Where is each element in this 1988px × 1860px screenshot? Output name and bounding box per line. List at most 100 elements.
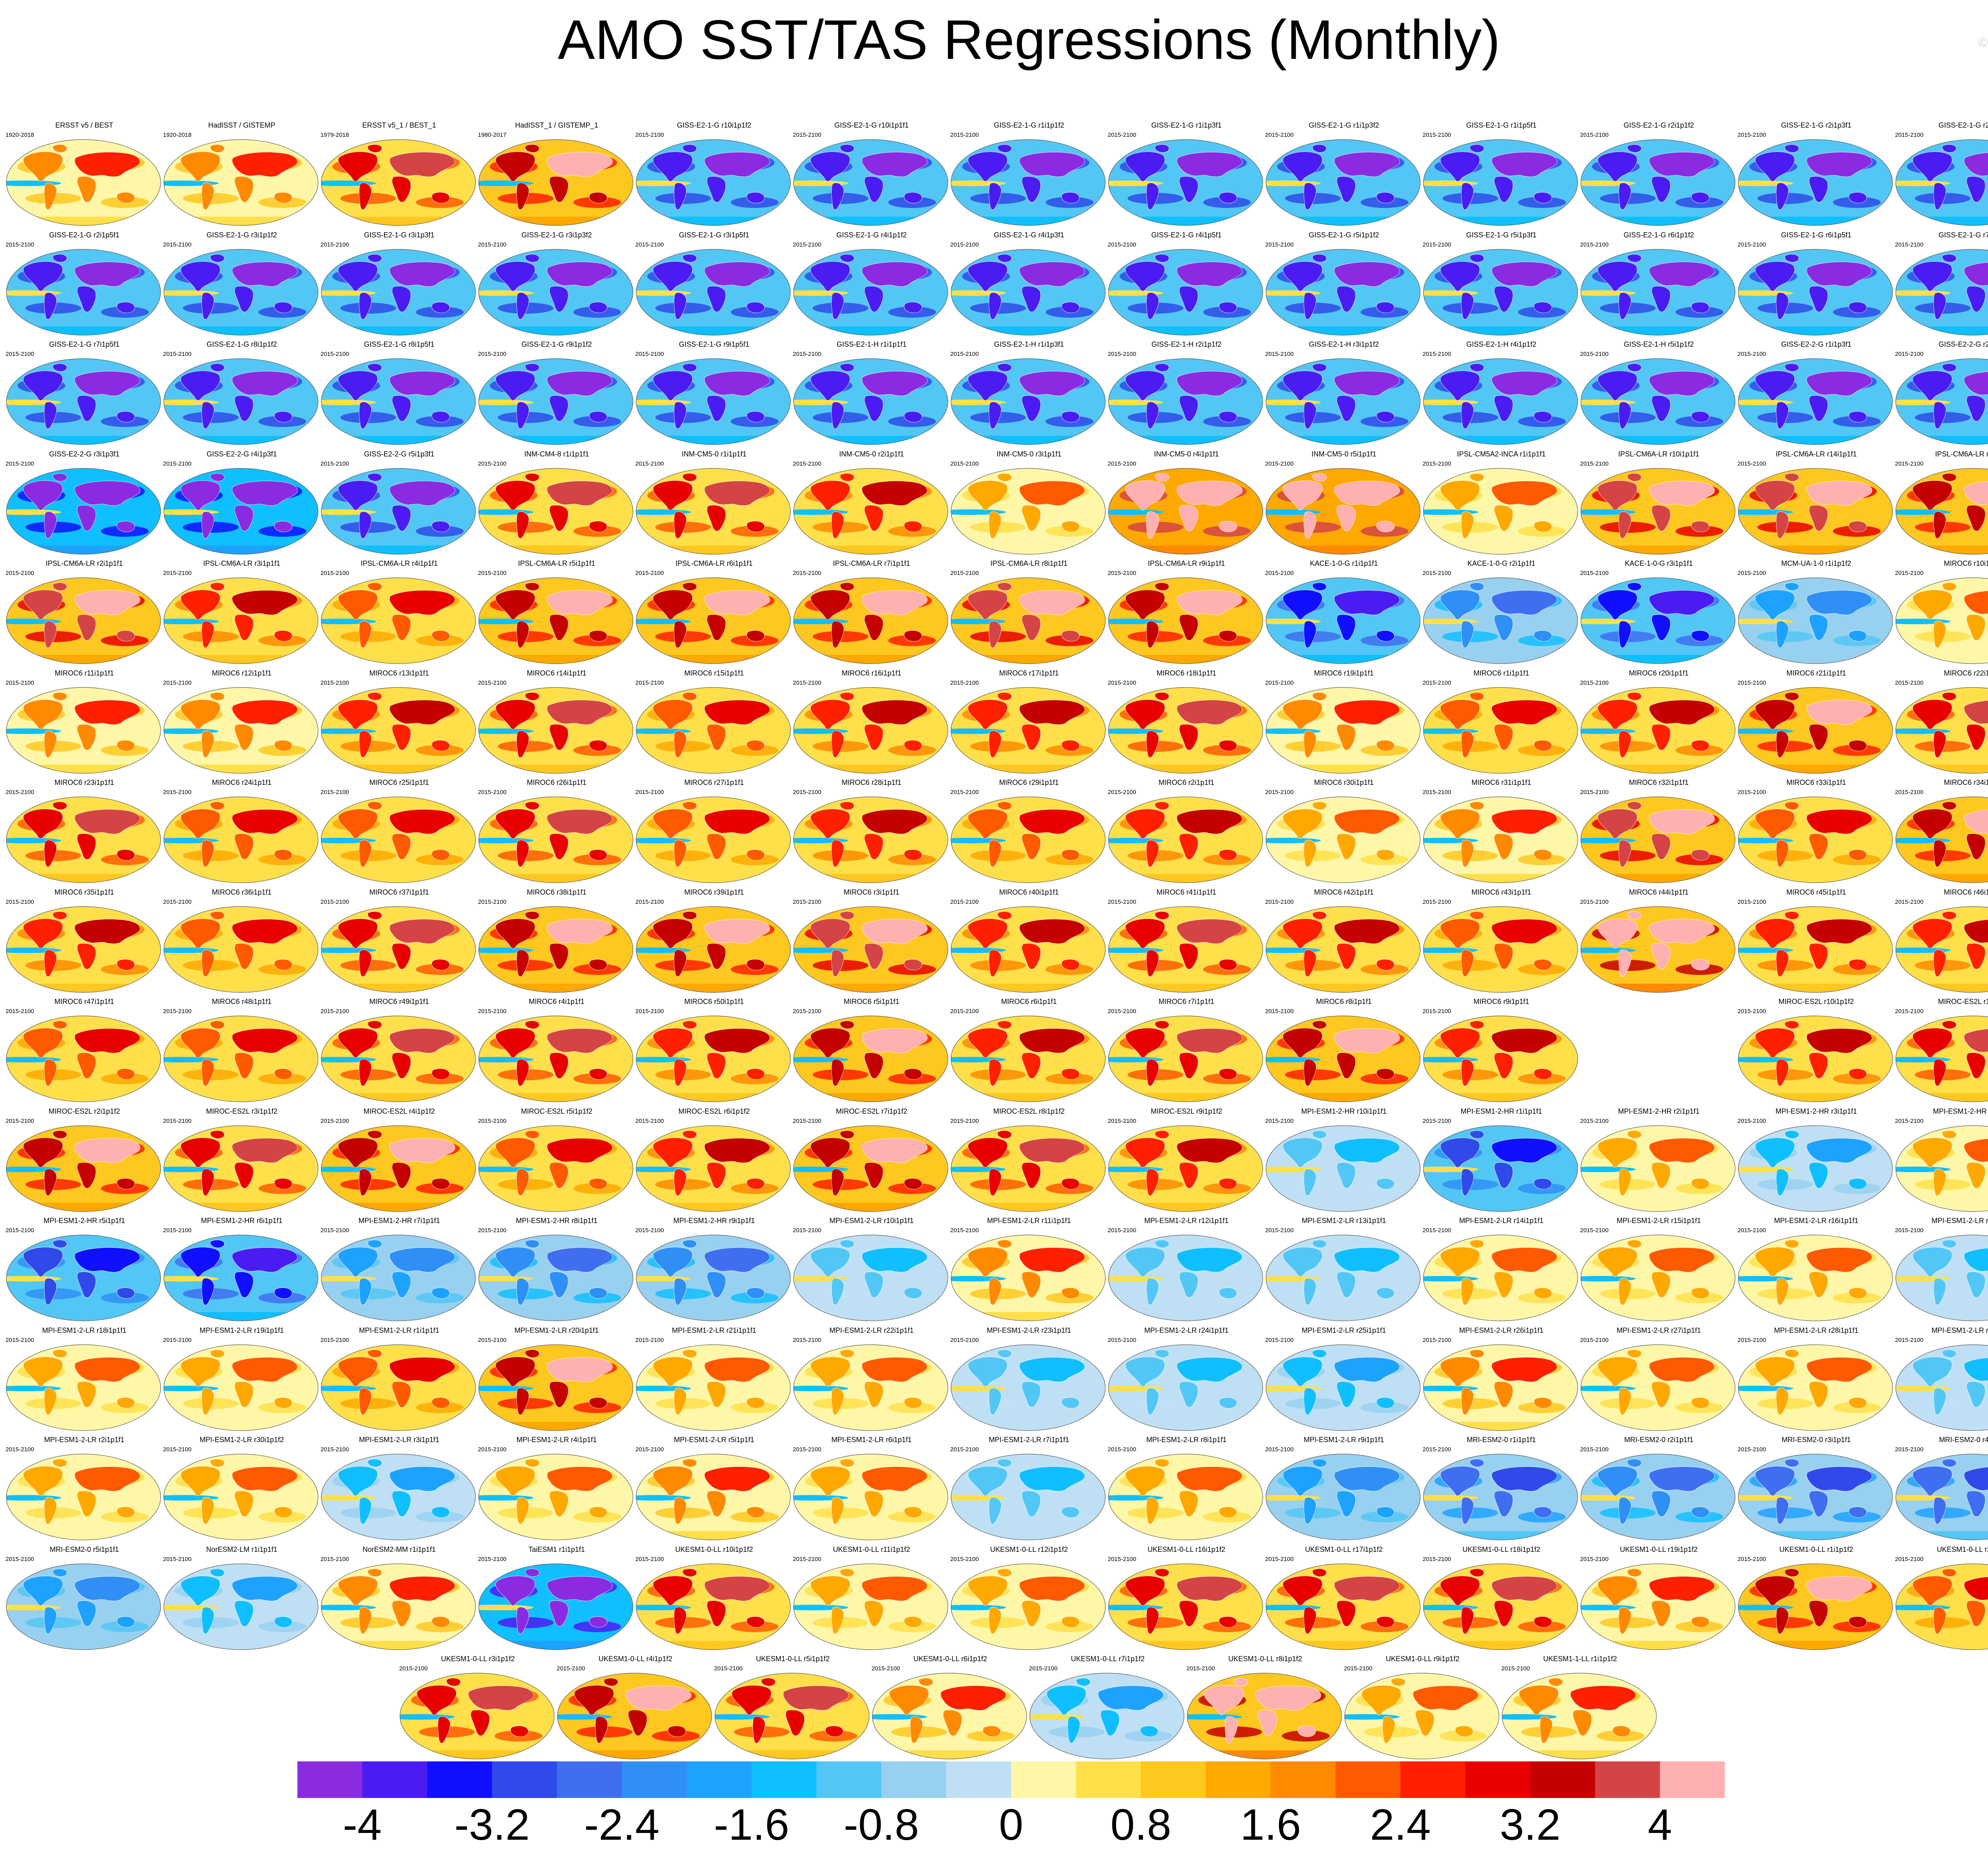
regression-map [1580, 796, 1736, 883]
map-panel: MIROC6 r19i1p1f1 2015-2100 [1265, 669, 1423, 777]
map-panel: UKESM1-0-LL r12i1p1f2 2015-2100 [950, 1545, 1108, 1654]
panel-title: GISS-E2-2-G r3i1p3f1 [49, 450, 120, 458]
map-panel: MPI-ESM1-2-LR r28i1p1f1 2015-2100 [1738, 1326, 1895, 1435]
regression-map [1108, 139, 1263, 226]
regression-map [1580, 1125, 1736, 1212]
map-panel: GISS-E2-1-H r2i1p1f2 2015-2100 [1108, 340, 1265, 448]
panel-title: MIROC6 r36i1p1f1 [212, 888, 272, 896]
panel-period: 2015-2100 [163, 351, 192, 357]
map-panel: GISS-E2-1-G r8i1p1f2 2015-2100 [163, 340, 320, 448]
regression-map [1266, 906, 1421, 993]
regression-map [6, 687, 161, 774]
panel-period: 2015-2100 [478, 1555, 507, 1563]
map-panel: GISS-E2-1-G r6i1p5f1 2015-2100 [1738, 231, 1895, 339]
panel-title: MIROC6 r47i1p1f1 [54, 998, 115, 1006]
regression-map [1738, 577, 1893, 664]
panel-title: MIROC6 r9i1p1f1 [1473, 998, 1530, 1006]
panel-title: MIROC6 r23i1p1f1 [54, 779, 115, 786]
panel-title: HadISST / GISTEMP [208, 121, 276, 129]
panel-period: 2015-2100 [635, 679, 664, 686]
panel-period: 2015-2100 [793, 1555, 821, 1563]
regression-map [1738, 906, 1893, 993]
regression-map [1895, 249, 1988, 336]
panel-period: 2015-2100 [635, 351, 664, 357]
panel-period: 2015-2100 [950, 570, 979, 577]
panel-title: GISS-E2-1-G r3i1p3f1 [364, 231, 435, 239]
map-panel: MPI-ESM1-2-HR r9i1p1f1 2015-2100 [635, 1217, 793, 1325]
panel-title: MPI-ESM1-2-LR r23i1p1f1 [986, 1326, 1072, 1334]
colorbar-swatch [1660, 1761, 1725, 1798]
regression-map [478, 1235, 633, 1321]
colorbar-tick-label: 1.6 [1240, 1800, 1301, 1849]
panel-period: 1980-2017 [478, 132, 507, 138]
panel-period: 2015-2100 [950, 351, 979, 357]
panel-title: GISS-E2-1-G r2i1p3f1 [1781, 121, 1852, 129]
panel-period: 2015-2100 [478, 1008, 507, 1015]
regression-map [636, 1015, 791, 1102]
map-panel: INM-CM5-0 r1i1p1f1 2015-2100 [635, 450, 793, 558]
panel-title: MIROC6 r37i1p1f1 [369, 888, 429, 896]
panel-period: 2015-2100 [1580, 1117, 1609, 1124]
panel-title: MPI-ESM1-2-LR r14i1p1f1 [1459, 1217, 1544, 1225]
panel-period: 2015-2100 [950, 898, 979, 905]
panel-period: 2015-2100 [950, 1446, 979, 1453]
map-panel: UKESM1-0-LL r16i1p1f2 2015-2100 [1108, 1545, 1265, 1654]
map-panel: MIROC6 r46i1p1f1 2015-2100 [1895, 888, 1988, 996]
regression-map [1423, 1344, 1578, 1431]
regression-map [1108, 1344, 1263, 1431]
panel-title: MIROC6 r10i1p1f1 [1943, 559, 1988, 567]
panel-title: GISS-E2-1-G r1i1p5f1 [1466, 121, 1537, 129]
map-panel: ERSST v5 / BEST 1920-2018 [6, 121, 163, 229]
map-panel: IPSL-CM6A-LR r8i1p1f1 2015-2100 [950, 559, 1108, 668]
regression-map [1266, 1454, 1421, 1540]
panel-period: 2015-2100 [399, 1665, 428, 1672]
panel-title: GISS-E2-1-G r2i1p3f1 [1938, 121, 1988, 129]
regression-map [636, 139, 791, 226]
panel-title: UKESM1-0-LL r6i1p1f2 [913, 1655, 987, 1663]
panel-title: MRI-ESM2-0 r1i1p1f1 [1466, 1436, 1536, 1444]
map-panel: MPI-ESM1-2-HR r4i1p1f1 2015-2100 [1895, 1107, 1988, 1215]
panel-period: 2015-2100 [714, 1665, 743, 1672]
panel-title: IPSL-CM6A-LR r1i1p1f1 [1935, 450, 1988, 458]
colorbar-swatch [492, 1761, 557, 1798]
map-panel: MIROC6 r44i1p1f1 2015-2100 [1580, 888, 1738, 996]
regression-map [1738, 1563, 1893, 1650]
panel-title: MIROC6 r33i1p1f1 [1786, 779, 1846, 786]
panel-title: GISS-E2-1-G r7i1p1f2 [1938, 231, 1988, 239]
regression-map [321, 687, 476, 774]
panel-title: MIROC6 r21i1p1f1 [1786, 669, 1846, 677]
panel-period: 2015-2100 [6, 351, 34, 357]
panel-title: UKESM1-0-LL r2i1p1f2 [1937, 1545, 1988, 1553]
panel-title: MIROC6 r39i1p1f1 [684, 888, 744, 896]
map-panel: UKESM1-0-LL r10i1p1f2 2015-2100 [635, 1545, 793, 1654]
regression-map [1108, 906, 1263, 993]
panel-title: MPI-ESM1-2-HR r6i1p1f1 [201, 1217, 283, 1225]
panel-period: 2015-2100 [635, 898, 664, 905]
panel-title: GISS-E2-1-G r10i1p1f1 [834, 121, 909, 129]
map-panel: MPI-ESM1-2-LR r22i1p1f1 2015-2100 [793, 1326, 950, 1435]
regression-map [951, 1015, 1106, 1102]
panel-period: 2015-2100 [1108, 898, 1136, 905]
panel-title: GISS-E2-1-G r5i1p1f2 [1309, 231, 1379, 239]
panel-title: MPI-ESM1-2-HR r5i1p1f1 [43, 1217, 125, 1225]
map-panel: MIROC6 r21i1p1f1 2015-2100 [1738, 669, 1895, 777]
panel-period: 2015-2100 [320, 351, 349, 357]
regression-map [1266, 139, 1421, 226]
panel-title: MIROC-ES2L r6i1p1f2 [678, 1107, 750, 1115]
panel-period: 2015-2100 [1423, 898, 1451, 905]
panel-period: 2015-2100 [1738, 1227, 1766, 1234]
panel-period: 2015-2100 [163, 1117, 192, 1124]
map-panel: MPI-ESM1-2-LR r21i1p1f1 2015-2100 [635, 1326, 793, 1435]
panel-title: ERSST v5 / BEST [55, 121, 113, 129]
map-panel: UKESM1-0-LL r6i1p1f2 2015-2100 [872, 1655, 1029, 1763]
regression-map [6, 1235, 161, 1321]
panel-title: IPSL-CM6A-LR r5i1p1f1 [518, 559, 596, 567]
map-panel: MPI-ESM1-2-LR r15i1p1f1 2015-2100 [1580, 1217, 1738, 1325]
panel-title: MIROC6 r4i1p1f1 [528, 998, 585, 1006]
colorbar-swatch [1206, 1761, 1271, 1798]
map-panel: MPI-ESM1-2-HR r2i1p1f1 2015-2100 [1580, 1107, 1738, 1215]
map-panel: MPI-ESM1-2-LR r5i1p1f1 2015-2100 [635, 1436, 793, 1544]
panel-period: 2015-2100 [320, 1446, 349, 1453]
panel-title: GISS-E2-1-G r5i1p3f1 [1466, 231, 1537, 239]
colorbar-swatch [1141, 1761, 1206, 1798]
